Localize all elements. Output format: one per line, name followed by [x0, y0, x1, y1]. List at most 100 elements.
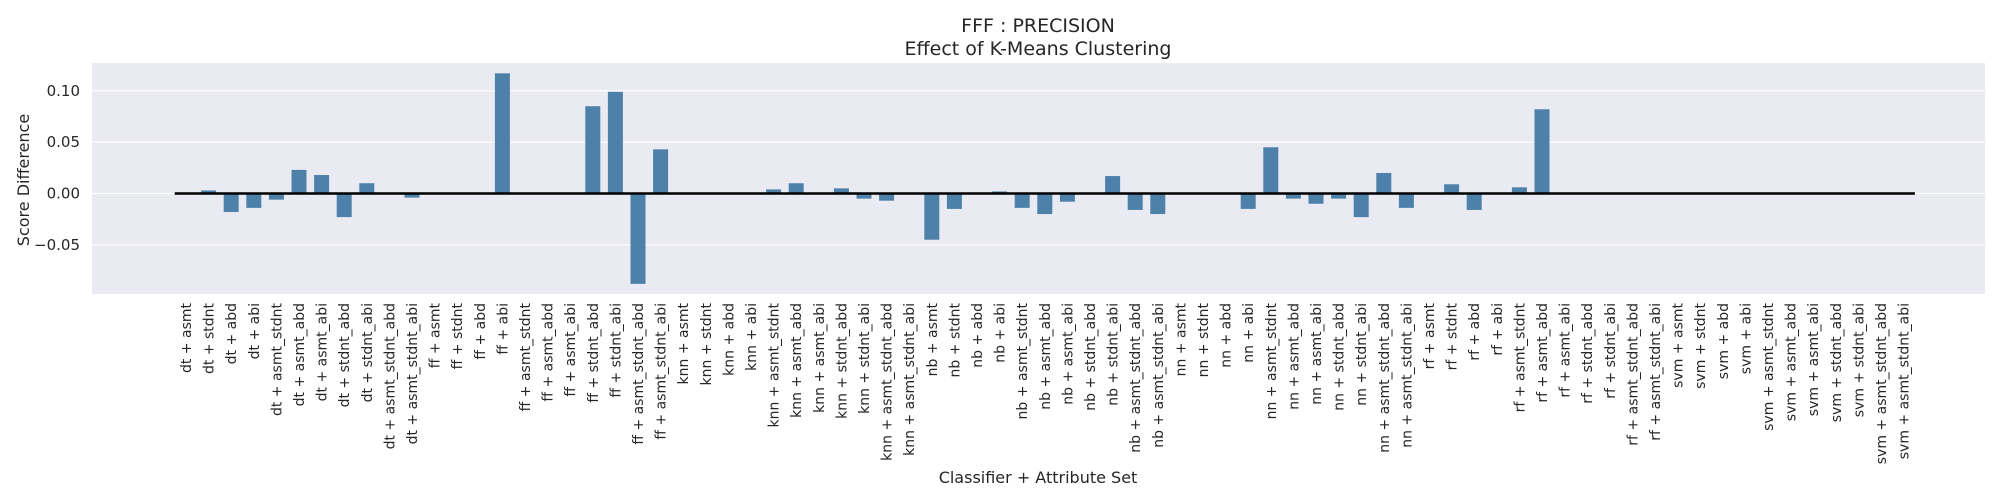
- bar: [201, 190, 217, 194]
- x-tick-label: knn + asmt_stdnt: [767, 303, 783, 428]
- y-tick-labels: −0.05 0.00 0.05 0.10: [34, 82, 80, 254]
- x-tick-label: rf + abi: [1490, 303, 1506, 356]
- bar: [494, 73, 510, 194]
- x-tick-label: nb + asmt_abi: [1060, 303, 1076, 405]
- x-tick-label: nb + asmt_abd: [1038, 303, 1054, 410]
- x-tick-labels: dt + asmt dt + stdnt dt + abd dt + abi dt + …: [179, 302, 1913, 464]
- x-tick-label: ff + asmt_abi: [563, 303, 579, 397]
- x-tick-label: ff + abd: [473, 303, 489, 360]
- x-tick-label: nb + abi: [993, 303, 1009, 363]
- x-tick-label: ff + stdnt_abi: [608, 303, 624, 398]
- x-tick-label: nb + asmt_stdnt_abd: [1128, 303, 1144, 453]
- y-tick-label: 0.05: [47, 133, 80, 151]
- bar: [1353, 193, 1369, 218]
- bar: [924, 193, 940, 240]
- bar: [788, 183, 804, 194]
- bar: [766, 189, 782, 194]
- x-tick-label: svm + stdnt_abi: [1851, 303, 1867, 417]
- bar: [585, 106, 601, 194]
- x-tick-label: ff + asmt: [428, 302, 444, 368]
- x-tick-label: rf + asmt_stdnt_abi: [1648, 303, 1664, 441]
- x-tick-label: rf + asmt_stdnt_abd: [1625, 303, 1641, 446]
- x-tick-label: nn + stdnt_abd: [1332, 303, 1348, 411]
- x-tick-label: svm + asmt_stdnt: [1761, 303, 1777, 431]
- bar: [1127, 193, 1143, 210]
- bar: [314, 175, 330, 194]
- bar: [1285, 193, 1301, 199]
- bar: [1105, 176, 1121, 194]
- x-tick-label: knn + asmt_stdnt_abd: [880, 303, 896, 461]
- bar: [946, 193, 962, 209]
- chart-title: FFF : PRECISION: [961, 15, 1115, 37]
- y-axis-label: Score Difference: [14, 114, 33, 246]
- x-tick-label: ff + asmt_stdnt: [518, 302, 534, 411]
- x-tick-label: svm + asmt_abd: [1784, 303, 1800, 421]
- x-tick-label: rf + stdnt_abd: [1580, 303, 1596, 404]
- x-tick-label: knn + stdnt_abd: [834, 303, 850, 419]
- x-tick-label: dt + stdnt_abi: [360, 303, 376, 402]
- x-tick-label: svm + stdnt: [1693, 303, 1709, 389]
- bar: [1466, 193, 1482, 210]
- x-tick-label: svm + stdnt_abd: [1829, 303, 1845, 422]
- x-tick-label: nn + abd: [1219, 303, 1235, 368]
- x-tick-label: nb + asmt_stdnt: [1015, 303, 1031, 420]
- x-tick-label: knn + asmt: [676, 302, 692, 384]
- x-tick-label: knn + asmt_abi: [812, 303, 828, 413]
- x-tick-label: rf + stdnt_abi: [1603, 303, 1619, 399]
- x-tick-label: dt + asmt_stdnt_abd: [382, 303, 398, 449]
- x-tick-label: svm + asmt_abi: [1806, 303, 1822, 416]
- bar: [1376, 172, 1392, 194]
- x-axis-label: Classifier + Attribute Set: [939, 468, 1138, 487]
- x-tick-label: dt + stdnt: [202, 302, 218, 374]
- bar: [268, 193, 284, 200]
- bar: [856, 193, 872, 199]
- x-tick-label: ff + asmt_stdnt_abd: [631, 303, 647, 445]
- bar: [1534, 109, 1550, 194]
- bar: [1308, 193, 1324, 204]
- bar: [833, 188, 849, 194]
- x-tick-label: svm + asmt_stdnt_abi: [1897, 303, 1913, 459]
- x-tick-label: ff + abi: [495, 303, 511, 355]
- x-tick-label: dt + abi: [247, 303, 263, 359]
- bar: [1037, 193, 1053, 215]
- x-tick-label: svm + asmt: [1671, 303, 1687, 388]
- x-tick-label: nb + asmt: [925, 302, 941, 376]
- x-tick-label: nn + asmt_abd: [1286, 303, 1302, 410]
- x-tick-label: ff + stdnt: [450, 302, 466, 369]
- x-tick-label: knn + stdnt_abi: [857, 303, 873, 414]
- bar: [1331, 193, 1347, 199]
- y-tick-label: 0.10: [47, 82, 80, 100]
- bar: [607, 91, 623, 194]
- x-tick-label: nn + asmt_stdnt: [1264, 303, 1280, 420]
- bar: [359, 183, 375, 194]
- x-tick-label: ff + asmt_abd: [541, 303, 557, 402]
- x-tick-label: knn + abi: [744, 303, 760, 371]
- x-tick-label: nn + stdnt_abi: [1354, 303, 1370, 406]
- bar: [630, 193, 646, 284]
- bar: [1398, 193, 1414, 208]
- x-tick-label: knn + asmt_stdnt_abi: [902, 303, 918, 456]
- y-tick-label: −0.05: [34, 236, 80, 254]
- bar: [246, 193, 262, 208]
- x-tick-label: ff + stdnt_abd: [586, 303, 602, 403]
- bar: [1014, 193, 1030, 208]
- x-tick-label: rf + stdnt: [1445, 303, 1461, 371]
- x-tick-label: dt + stdnt_abd: [337, 303, 353, 407]
- bar: [336, 193, 352, 218]
- x-tick-label: nb + stdnt_abd: [1083, 303, 1099, 411]
- x-tick-label: dt + asmt_stdnt_abi: [405, 303, 421, 444]
- x-tick-label: dt + asmt: [179, 302, 195, 373]
- bar: [1511, 187, 1527, 194]
- bar: [1059, 193, 1075, 202]
- x-tick-label: nb + abd: [970, 303, 986, 368]
- bar: [1444, 184, 1460, 194]
- x-tick-label: nn + asmt_stdnt_abd: [1377, 303, 1393, 453]
- x-tick-label: dt + asmt_abi: [315, 303, 331, 401]
- x-tick-label: knn + abd: [721, 303, 737, 376]
- x-tick-label: knn + stdnt: [699, 303, 715, 386]
- x-tick-label: rf + asmt_abi: [1558, 303, 1574, 398]
- x-tick-label: nn + stdnt: [1196, 303, 1212, 378]
- x-tick-label: dt + abd: [224, 303, 240, 364]
